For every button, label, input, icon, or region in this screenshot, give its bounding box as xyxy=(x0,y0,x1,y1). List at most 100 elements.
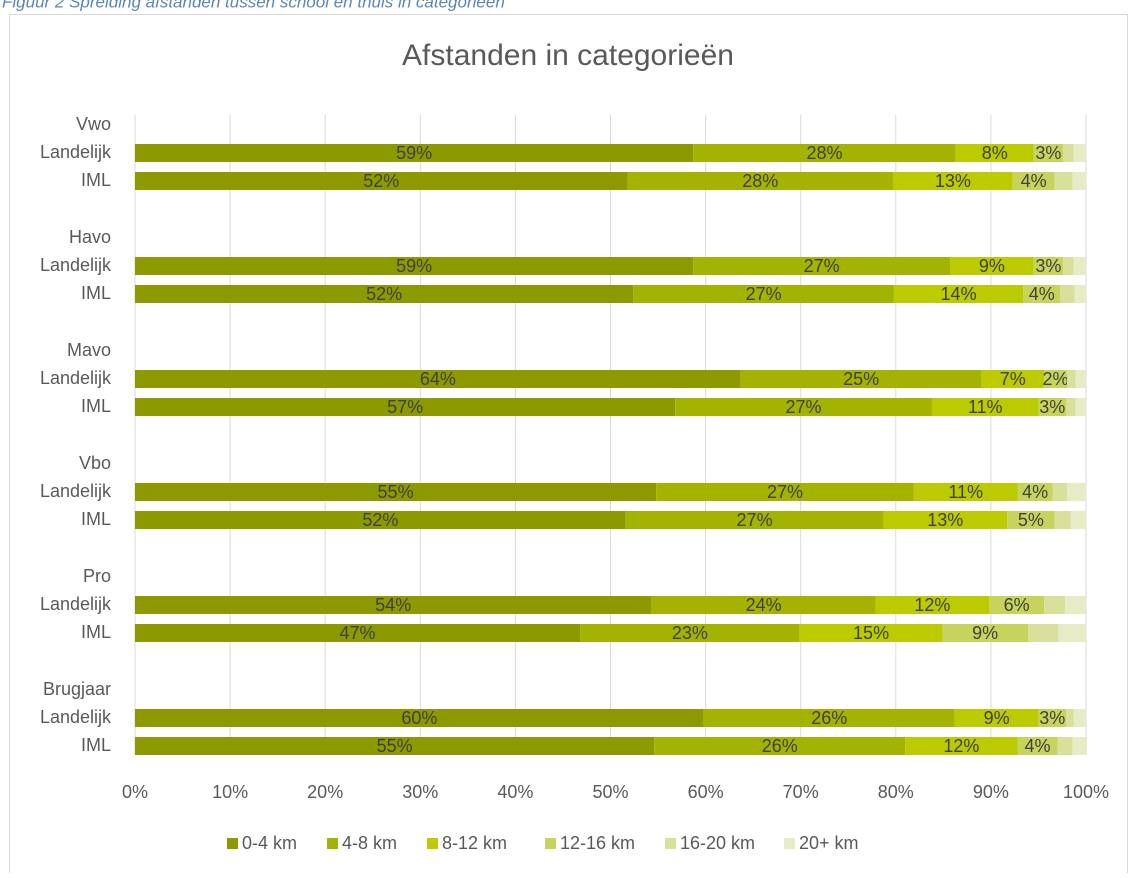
data-label: 26% xyxy=(811,708,847,728)
bar-segment xyxy=(135,737,655,755)
x-tick-label: 50% xyxy=(592,782,628,802)
data-label: 52% xyxy=(363,171,399,191)
data-label: 64% xyxy=(420,369,456,389)
bar-segment xyxy=(654,737,906,755)
bar-segment xyxy=(988,596,1045,614)
legend-label: 8-12 km xyxy=(442,833,507,853)
data-label: 60% xyxy=(401,708,437,728)
data-label: 7% xyxy=(1000,369,1026,389)
bar-segment xyxy=(1038,709,1067,727)
bar-segment xyxy=(892,172,1013,190)
x-tick-label: 100% xyxy=(1063,782,1109,802)
data-label: 28% xyxy=(806,143,842,163)
data-label: 25% xyxy=(843,369,879,389)
bar-segment xyxy=(675,398,932,416)
bar-segment xyxy=(1044,370,1067,388)
category-label: Landelijk xyxy=(40,707,112,727)
data-label: 59% xyxy=(396,143,432,163)
data-label: 4% xyxy=(1024,736,1050,756)
bar-segment xyxy=(1063,144,1074,162)
data-label: 27% xyxy=(786,397,822,417)
bar-segment xyxy=(1060,285,1075,303)
bar-segment xyxy=(1027,624,1059,642)
x-tick-label: 30% xyxy=(402,782,438,802)
data-label: 12% xyxy=(943,736,979,756)
bar-segment xyxy=(913,483,1018,501)
group-label: Pro xyxy=(83,566,111,586)
category-label: Landelijk xyxy=(40,368,112,388)
bar-segment xyxy=(1063,257,1074,275)
data-label: 11% xyxy=(948,482,983,502)
bar-segment xyxy=(1044,596,1066,614)
bar-segment xyxy=(1066,398,1076,416)
data-label: 8% xyxy=(982,143,1008,163)
bar-segment xyxy=(1012,172,1055,190)
bar-segment xyxy=(942,624,1028,642)
bar-segment xyxy=(1033,257,1064,275)
bar-segment xyxy=(651,596,876,614)
bar-segment xyxy=(135,624,581,642)
x-tick-label: 70% xyxy=(783,782,819,802)
bar-segment xyxy=(703,709,955,727)
bar-segment xyxy=(625,511,884,529)
chart-title: Afstanden in categorieën xyxy=(402,39,734,72)
legend-swatch xyxy=(327,838,338,849)
bar-segment xyxy=(135,596,652,614)
group-label: Vwo xyxy=(76,114,111,134)
bar-segment xyxy=(1075,398,1086,416)
bar-segment xyxy=(1072,737,1087,755)
legend-swatch xyxy=(784,838,795,849)
bar-segment xyxy=(693,144,956,162)
data-label: 9% xyxy=(972,623,998,643)
bar-segment xyxy=(1066,709,1074,727)
legend-swatch xyxy=(545,838,556,849)
x-tick-label: 0% xyxy=(122,782,148,802)
bar-segment xyxy=(905,737,1018,755)
x-tick-label: 10% xyxy=(212,782,248,802)
data-label: 3% xyxy=(1035,256,1061,276)
x-tick-label: 40% xyxy=(497,782,533,802)
legend-swatch xyxy=(665,838,676,849)
bar-segment xyxy=(1070,511,1086,529)
data-label: 52% xyxy=(362,510,398,530)
legend-label: 20+ km xyxy=(799,833,859,853)
bar-segment xyxy=(135,144,694,162)
category-label: IML xyxy=(81,509,111,529)
x-tick-label: 90% xyxy=(973,782,1009,802)
category-label: IML xyxy=(81,283,111,303)
bar-segment xyxy=(135,172,628,190)
bar-segment xyxy=(1073,709,1086,727)
legend-swatch xyxy=(427,838,438,849)
bar-segment xyxy=(1058,624,1086,642)
data-label: 59% xyxy=(396,256,432,276)
data-label: 47% xyxy=(340,623,376,643)
group-label: Brugjaar xyxy=(43,679,111,699)
x-tick-label: 20% xyxy=(307,782,343,802)
data-label: 27% xyxy=(746,284,782,304)
data-label: 4% xyxy=(1021,171,1047,191)
data-label: 15% xyxy=(853,623,889,643)
data-label: 3% xyxy=(1039,708,1065,728)
category-label: Landelijk xyxy=(40,255,112,275)
bar-segment xyxy=(580,624,800,642)
bar-segment xyxy=(1074,285,1086,303)
bar-segment xyxy=(135,370,741,388)
bar-segment xyxy=(135,398,676,416)
data-label: 2% xyxy=(1043,369,1069,389)
bar-segment xyxy=(135,511,626,529)
bar-segment xyxy=(1054,172,1073,190)
bar-segment xyxy=(1007,511,1055,529)
bar-segment xyxy=(883,511,1008,529)
bar-segment xyxy=(893,285,1024,303)
data-label: 5% xyxy=(1018,510,1044,530)
data-label: 6% xyxy=(1004,595,1030,615)
bar-segment xyxy=(1066,370,1076,388)
group-label: Havo xyxy=(69,227,111,247)
bar-segment xyxy=(1072,172,1086,190)
data-label: 55% xyxy=(378,482,414,502)
bar-segment xyxy=(1017,737,1058,755)
bar-segment xyxy=(135,285,634,303)
data-label: 57% xyxy=(387,397,423,417)
